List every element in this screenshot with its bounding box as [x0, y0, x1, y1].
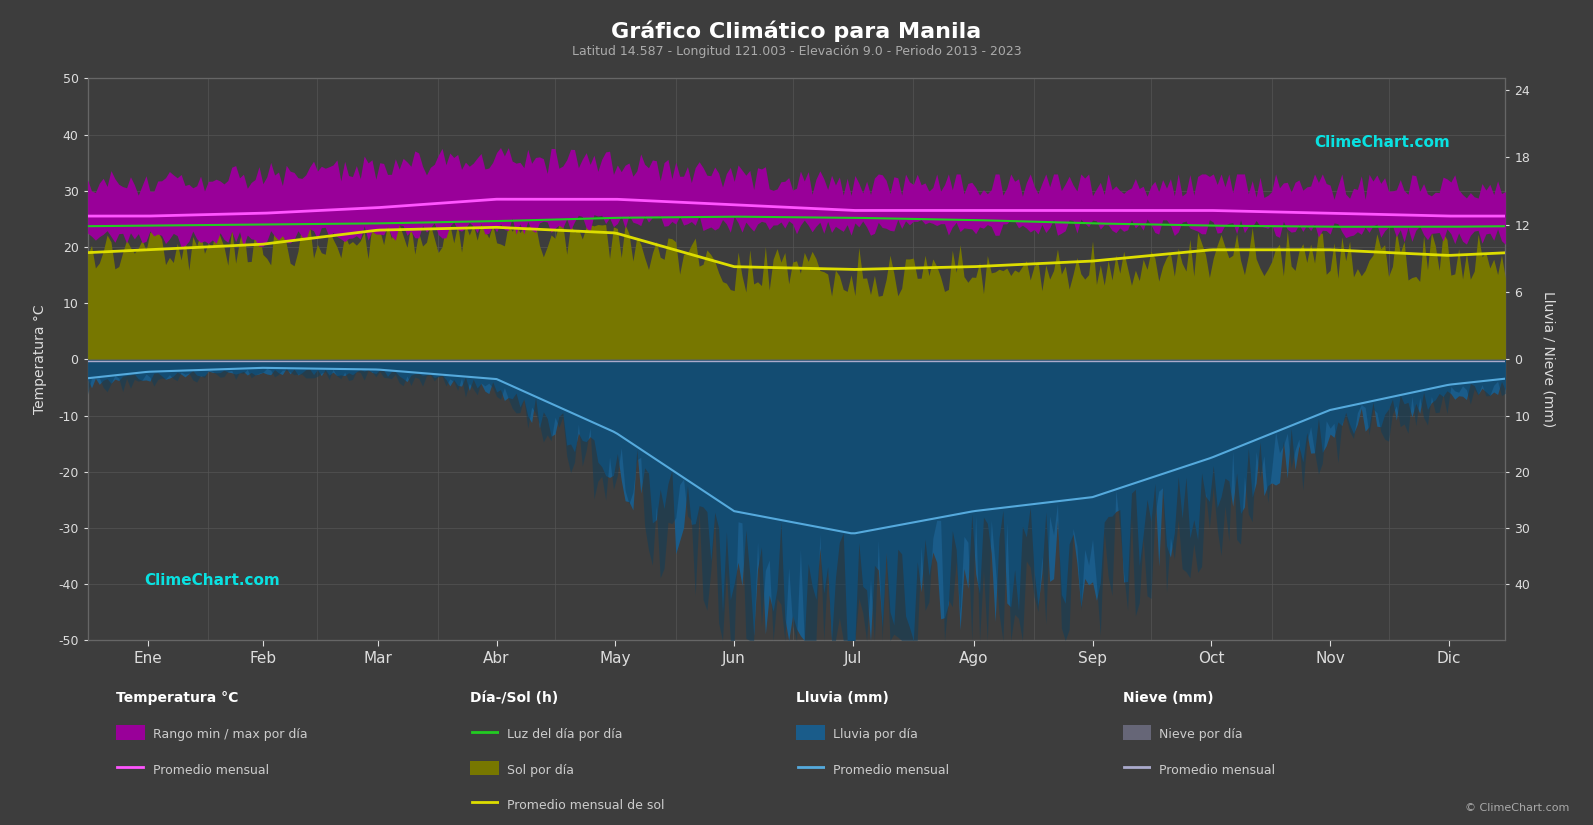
Text: Gráfico Climático para Manila: Gráfico Climático para Manila	[612, 21, 981, 42]
Text: Lluvia por día: Lluvia por día	[833, 728, 918, 742]
Text: Promedio mensual: Promedio mensual	[833, 763, 949, 776]
Text: © ClimeChart.com: © ClimeChart.com	[1464, 803, 1569, 813]
Text: Lluvia (mm): Lluvia (mm)	[796, 691, 889, 705]
Text: ClimeChart.com: ClimeChart.com	[1314, 134, 1450, 149]
Text: Temperatura °C: Temperatura °C	[116, 691, 239, 705]
Text: Promedio mensual de sol: Promedio mensual de sol	[507, 799, 664, 812]
Text: Promedio mensual: Promedio mensual	[153, 763, 269, 776]
Y-axis label: Lluvia / Nieve (mm): Lluvia / Nieve (mm)	[1542, 291, 1555, 427]
Text: Luz del día por día: Luz del día por día	[507, 728, 623, 742]
Text: Día-/Sol (h): Día-/Sol (h)	[470, 691, 559, 705]
Text: Rango min / max por día: Rango min / max por día	[153, 728, 307, 742]
Y-axis label: Temperatura °C: Temperatura °C	[33, 304, 46, 414]
Text: Nieve (mm): Nieve (mm)	[1123, 691, 1214, 705]
Text: Nieve por día: Nieve por día	[1160, 728, 1243, 742]
Text: Promedio mensual: Promedio mensual	[1160, 763, 1276, 776]
Text: Latitud 14.587 - Longitud 121.003 - Elevación 9.0 - Periodo 2013 - 2023: Latitud 14.587 - Longitud 121.003 - Elev…	[572, 45, 1021, 59]
Text: Sol por día: Sol por día	[507, 763, 573, 776]
Text: ClimeChart.com: ClimeChart.com	[145, 573, 280, 588]
